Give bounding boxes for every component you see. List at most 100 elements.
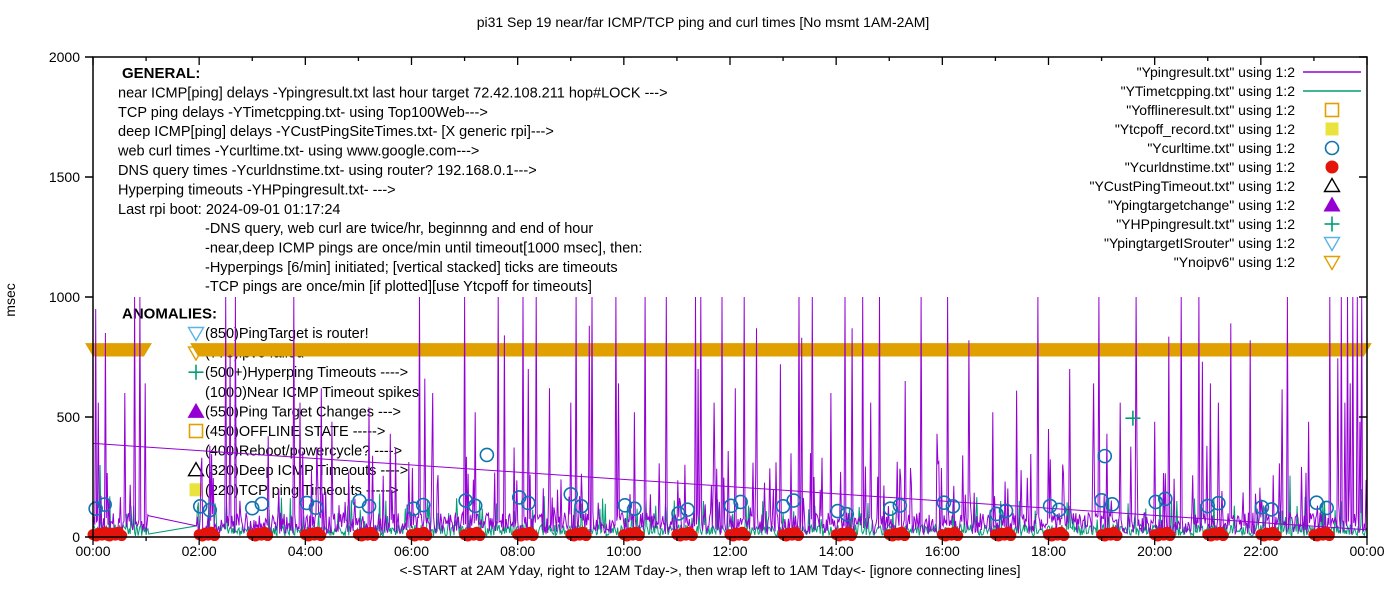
legend-label: "Ynoipv6" using 1:2 (1174, 254, 1295, 270)
marker-layer (87, 410, 1335, 542)
open-circle-icon (406, 501, 421, 516)
noipv6-band (85, 343, 1372, 357)
dns-dot (952, 530, 964, 542)
general-indented-line: -DNS query, web curl are twice/hr, begin… (205, 221, 593, 237)
open-circle-icon (1051, 502, 1067, 518)
open-circle-icon (839, 506, 855, 522)
x-tick-label: 06:00 (394, 543, 429, 559)
y-tick-label: 1000 (49, 289, 80, 305)
dns-dot (846, 530, 858, 542)
filled-circle-icon (1325, 160, 1339, 174)
anomaly-line: (220)TCP ping Timeouts -----> (205, 483, 399, 499)
open-circle-icon (1157, 491, 1173, 507)
open-circle-icon (467, 498, 483, 514)
general-line: TCP ping delays -YTimetcpping.txt- using… (118, 105, 488, 121)
general-line: Last rpi boot: 2024-09-01 01:17:24 (118, 202, 341, 218)
open-circle-icon (1309, 495, 1324, 510)
x-tick-label: 10:00 (606, 543, 641, 559)
legend-entry: "YCustPingTimeout.txt" using 1:2 (1089, 177, 1341, 194)
open-circle-icon (1042, 498, 1058, 514)
open-circle-icon (1148, 494, 1164, 510)
x-tick-label: 22:00 (1243, 543, 1278, 559)
legend-label: "Ytcpoff_record.txt" using 1:2 (1115, 121, 1295, 137)
open-circle-icon (786, 493, 802, 508)
anomaly-line: (550)Ping Target Changes ---> (205, 404, 401, 420)
wrap-connecting-line (92, 442, 1368, 531)
x-tick-label: 00:00 (75, 543, 110, 559)
open-triangle-down-icon (1323, 236, 1341, 252)
y-tick-label: 2000 (49, 49, 80, 65)
open-circle-icon (574, 498, 589, 514)
open-circle-icon (989, 506, 1004, 522)
open-circle-icon (308, 500, 324, 516)
open-circle-icon (1097, 448, 1113, 464)
dns-dot (633, 530, 645, 542)
open-circle-icon (723, 498, 739, 514)
noipv6-band-segment (190, 343, 1372, 357)
open-circle-icon (520, 495, 536, 511)
legend-entry: "Ycurldnstime.txt" using 1:2 (1125, 159, 1339, 175)
open-circle-icon (1324, 140, 1340, 156)
open-circle-icon (680, 502, 695, 517)
open-circle-icon (415, 497, 431, 513)
legend-entry: "Ypingresult.txt" using 1:2 (1137, 64, 1361, 80)
x-tick-label: 12:00 (712, 543, 747, 559)
annotation-text-layer: GENERAL: near ICMP[ping] delays -Ypingres… (117, 65, 668, 499)
open-circle-icon (192, 498, 208, 514)
dns-dot (368, 530, 380, 542)
dns-dot (1323, 530, 1335, 542)
x-tick-label: 08:00 (500, 543, 535, 559)
legend-label: "YHPpingresult.txt" using 1:2 (1116, 216, 1295, 232)
legend-label: "YTimetcpping.txt" using 1:2 (1121, 83, 1296, 99)
open-circle-icon (617, 498, 633, 513)
filled-square-icon (189, 483, 203, 497)
open-triangle-down-icon (187, 326, 205, 342)
chart-title: pi31 Sep 19 near/far ICMP/TCP ping and c… (477, 14, 930, 30)
open-circle-icon (830, 503, 846, 519)
open-circle-icon (998, 503, 1014, 519)
legend-entry: "YHPpingresult.txt" using 1:2 (1116, 216, 1340, 232)
legend-label: "YpingtargetISrouter" using 1:2 (1104, 235, 1295, 251)
dns-dot (792, 530, 804, 542)
dns-dot (739, 530, 751, 542)
x-tick-label: 20:00 (1137, 543, 1172, 559)
legend-entry: "YpingtargetISrouter" using 1:2 (1104, 235, 1341, 252)
anomaly-line: (320)Deep ICMP Timeouts ----> (205, 463, 408, 479)
anomaly-line: (500+)Hyperping Timeouts ----> (205, 365, 408, 381)
dns-dot (899, 530, 911, 542)
dns-dot (1270, 530, 1282, 542)
x-tick-label: 16:00 (925, 543, 960, 559)
open-circle-icon (1254, 499, 1270, 515)
x-axis-label: <-START at 2AM Yday, right to 12AM Tday-… (399, 562, 1020, 578)
anomalies-header: ANOMALIES: (122, 306, 217, 323)
anomaly-line: (850)PingTarget is router! (205, 326, 369, 342)
open-circle-icon (563, 486, 579, 502)
legend-label: "Ycurltime.txt" using 1:2 (1147, 140, 1295, 156)
open-circle-icon (479, 447, 495, 463)
axes-layer: 0 500 1000 1500 2000 00:00 02:00 04:00 06:00 08:0… (49, 49, 1385, 559)
dns-dot (686, 530, 698, 542)
open-circle-icon (892, 498, 908, 513)
general-header: GENERAL: (122, 65, 200, 82)
open-circle-icon (97, 497, 112, 512)
open-circle-icon (88, 501, 103, 516)
dns-dot (116, 530, 128, 542)
general-line: web curl times -Ycurltime.txt- using www… (117, 144, 479, 160)
legend-label: "Ypingtargetchange" using 1:2 (1108, 197, 1295, 213)
dns-dot (1005, 530, 1017, 542)
filled-square-icon (1325, 122, 1339, 136)
open-circle-icon (1211, 495, 1226, 511)
open-circle-icon (1104, 497, 1120, 512)
open-circle-icon (1319, 500, 1334, 516)
anomaly-line: (1000)Near ICMP Timeout spikes (205, 385, 419, 401)
x-tick-label: 18:00 (1031, 543, 1066, 559)
legend-label: "Ypingresult.txt" using 1:2 (1137, 64, 1296, 80)
y-tick-label: 500 (57, 409, 81, 425)
open-circle-icon (202, 502, 218, 518)
general-indented-line: -near,deep ICMP pings are once/min until… (205, 240, 642, 256)
open-circle-icon (627, 501, 642, 516)
x-tick-label: 02:00 (182, 543, 217, 559)
general-line: DNS query times -Ycurldnstime.txt- using… (118, 163, 537, 179)
